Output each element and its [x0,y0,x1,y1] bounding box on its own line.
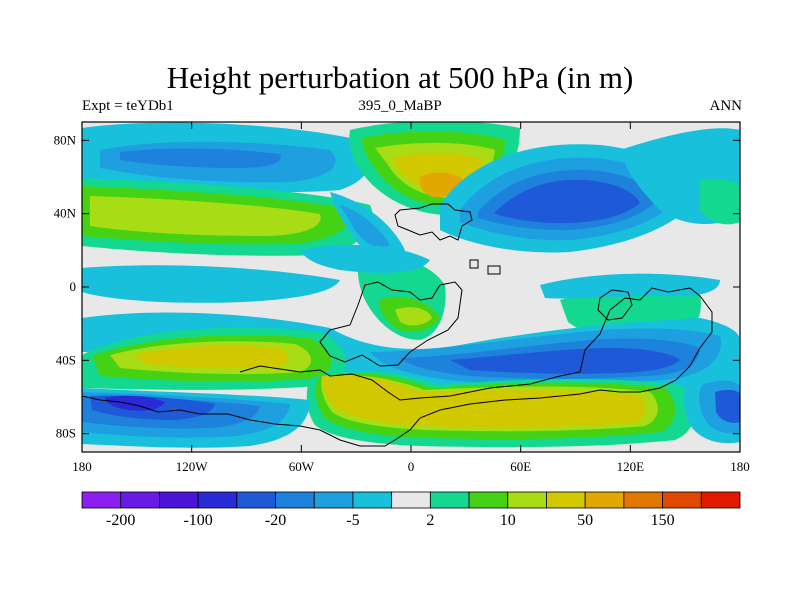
x-tick-label: 0 [408,459,415,474]
colorbar-swatch [507,491,547,509]
contour-north-pacific-yellowgreen [90,196,321,236]
y-tick-label: 40N [54,206,77,221]
contour-tropical-pacific-cyan-2 [300,244,430,273]
contour-antarctic-east-darkblue [715,389,740,423]
colorbar-label: -100 [183,512,212,529]
colorbar-swatch [662,491,702,509]
coastlines [82,203,713,447]
colorbar-swatch [468,491,509,509]
contour-south-darkblue-band [450,347,680,374]
y-tick-label: 80S [56,426,76,441]
x-tick-label: 180 [72,459,92,474]
contour-atlantic-blue-strip [340,205,390,248]
coastline-north-landmass [394,203,473,241]
colorbar-swatch [546,491,586,509]
y-tick-label: 80N [54,132,77,147]
contour-field [82,122,740,448]
colorbar-swatch [120,491,160,509]
contour-southern-ocean-yellow [322,374,647,428]
coastline-antarctica [82,287,713,447]
x-tick-label: 60E [510,459,531,474]
colorbar-swatch [623,491,663,509]
coastline-south-america [319,281,463,367]
season-label: ANN [709,98,743,114]
colorbar-swatch [275,491,315,509]
colorbar: -200 -100 -20 -5 2 10 50 150 [81,491,741,529]
colorbar-swatch [352,491,393,509]
colorbar-label: -5 [346,512,359,529]
colorbar-label: 10 [500,512,516,529]
y-tick-label: 0 [70,279,77,294]
y-axis: 80N 40N 0 40S 80S [54,132,740,441]
x-axis: 180 120W 60W 0 60E 120E 180 [72,122,750,474]
contour-south-pacific-yellow [135,346,289,369]
contour-asia-darkblue [495,179,640,224]
colorbar-swatch [429,491,470,509]
colorbar-label: -200 [106,512,135,529]
coastline-small-island [469,259,479,269]
colorbar-label: 150 [651,512,675,529]
x-tick-label: 60W [289,459,315,474]
colorbar-swatch [391,491,431,509]
colorbar-swatch [584,491,625,509]
contour-antarctic-deepblue [105,395,165,411]
colorbar-swatch [159,491,199,509]
coastline-australia-fragment [597,289,633,321]
contour-tropical-atlantic-yellow [395,307,432,326]
experiment-label: Expt = teYDb1 [82,98,174,114]
x-tick-label: 120W [176,459,209,474]
coastline-island-2 [487,265,501,275]
colorbar-swatch [700,491,741,509]
colorbar-swatch [81,491,122,509]
y-tick-label: 40S [56,352,76,367]
contour-np-east-green [700,179,740,225]
colorbar-label: 50 [577,512,593,529]
x-tick-label: 120E [617,459,645,474]
colorbar-swatch [313,491,354,509]
colorbar-label: 2 [426,512,434,529]
colorbar-swatch [236,491,276,509]
chart-title: Height perturbation at 500 hPa (in m) [166,60,634,95]
contour-north-atlantic-core [120,148,281,168]
contour-tropical-pacific-cyan [82,265,340,303]
contour-indo-pacific-cyan [540,273,720,299]
period-label: 395_0_MaBP [358,98,442,114]
colorbar-label: -20 [265,512,286,529]
x-tick-label: 180 [730,459,750,474]
colorbar-swatch [197,491,238,509]
